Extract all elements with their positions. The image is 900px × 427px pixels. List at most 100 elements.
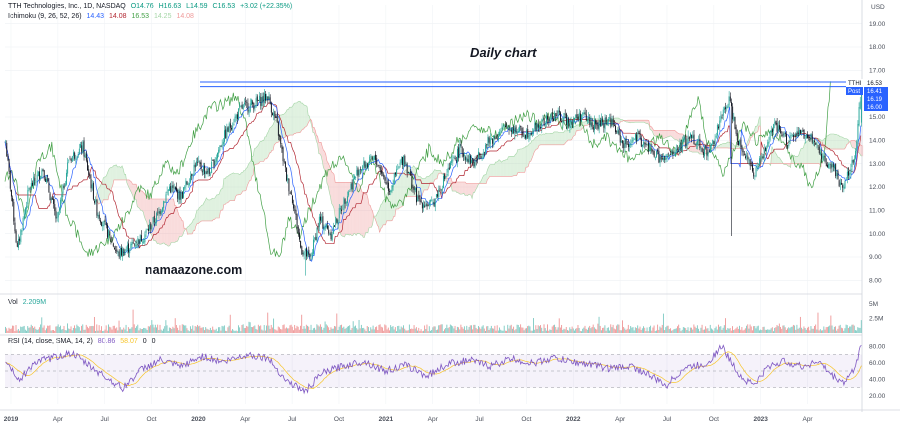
candle-body: [697, 140, 698, 145]
volume-bar: [755, 328, 757, 333]
candle-body: [205, 171, 207, 174]
candle-body: [416, 187, 417, 203]
volume-bar: [145, 328, 147, 333]
kumo-segment: [637, 120, 639, 123]
kumo-segment: [329, 165, 331, 198]
kumo-segment: [547, 133, 549, 145]
volume-bar: [225, 330, 227, 333]
volume-bar: [771, 327, 773, 333]
candle-body: [519, 126, 521, 132]
post-price-tag-label: Post: [848, 89, 860, 95]
kumo-segment: [174, 205, 176, 243]
volume-bar: [812, 328, 814, 333]
candle-body: [89, 174, 91, 179]
candle-body: [116, 249, 118, 253]
candle-body: [170, 186, 172, 193]
volume-bar: [722, 327, 724, 333]
volume-bar: [110, 327, 112, 333]
volume-bar: [413, 325, 415, 333]
volume-bar: [646, 327, 648, 333]
volume-bar: [140, 329, 142, 333]
candle-body: [639, 133, 641, 138]
volume-bar: [839, 324, 841, 333]
volume-bar: [51, 330, 53, 333]
kumo-segment: [104, 176, 106, 200]
kumo-segment: [838, 135, 840, 150]
volume-bar: [261, 329, 263, 333]
volume-bar: [303, 326, 305, 333]
candle-body: [42, 169, 44, 171]
time-axis[interactable]: 2019 Apr Jul Oct 2020 Apr Jul Oct 2021 Apr Jul Oct 2…: [4, 416, 814, 423]
candle-body: [567, 119, 569, 126]
volume-bar: [585, 328, 587, 333]
candle-body: [236, 114, 238, 120]
volume-bar: [357, 329, 359, 333]
candle-body: [69, 158, 71, 160]
kumo-segment: [500, 160, 502, 177]
volume-bar: [426, 324, 428, 333]
candle-body: [828, 164, 830, 168]
candle-body: [194, 164, 196, 168]
kumo-segment: [470, 183, 473, 199]
candle-body: [50, 198, 52, 201]
kumo-segment: [535, 136, 537, 151]
price-axis[interactable]: USD19.0018.0017.0015.0014.0013.0012.0011…: [869, 4, 886, 400]
kumo-segment: [650, 126, 652, 131]
volume-bar: [794, 325, 796, 333]
candle-body: [242, 104, 244, 110]
volume-bar: [806, 327, 808, 333]
volume-bar: [714, 328, 716, 333]
candle-body: [329, 233, 331, 236]
kumo-segment: [517, 149, 519, 173]
ichimoku-legend[interactable]: Ichimoku (9, 26, 52, 26) 14.43 14.08 16.…: [8, 13, 197, 20]
volume-bar: [230, 330, 232, 333]
volume-bar: [756, 326, 758, 333]
candle-body: [631, 140, 633, 144]
change-value: +3.02 (+22.35%): [240, 3, 293, 10]
volume-bar: [784, 327, 786, 333]
candle-body: [375, 154, 377, 160]
volume-bar: [241, 325, 243, 333]
kumo-segment: [314, 127, 316, 137]
candle-body: [624, 138, 626, 148]
volume-bar: [360, 324, 362, 333]
candle-body: [124, 250, 126, 256]
candle-body: [322, 216, 324, 229]
kumo-segment: [832, 134, 834, 150]
volume-bar: [720, 326, 722, 333]
kumo-segment: [817, 138, 819, 164]
volume-bar: [75, 328, 77, 333]
kumo-segment: [557, 131, 559, 145]
volume-bar: [840, 327, 842, 333]
candle-body: [640, 138, 642, 147]
volume-bar: [598, 316, 600, 333]
symbol-name[interactable]: TTH Technologies, Inc., 1D, NASDAQ: [8, 3, 126, 10]
candle-body: [384, 176, 386, 181]
candle-body: [702, 151, 704, 155]
kumo-segment: [214, 196, 216, 220]
kumo-segment: [428, 175, 430, 187]
candle-body: [455, 160, 457, 162]
volume-bar: [845, 324, 847, 333]
kumo-segment: [823, 138, 825, 149]
volume-bar: [636, 328, 637, 333]
candle-body: [857, 123, 859, 142]
candle-body: [787, 145, 789, 146]
candle-body: [207, 168, 209, 173]
kumo-segment: [110, 167, 112, 194]
candle-body: [231, 128, 233, 130]
candle-body: [678, 151, 680, 152]
kumo-segment: [806, 140, 809, 164]
kumo-segment: [799, 148, 802, 164]
candle-body: [450, 162, 451, 169]
rsi-legend[interactable]: RSI (14, close, SMA, 14, 2) 80.86 58.07 …: [8, 338, 159, 345]
candle-body: [644, 143, 646, 144]
rsi-tick-label: 40.00: [869, 376, 886, 383]
kumo-segment: [221, 188, 223, 211]
volume-legend[interactable]: Vol 2.209M: [8, 299, 49, 306]
volume-bar: [785, 329, 787, 333]
candle-body: [534, 123, 536, 130]
volume-bar: [691, 327, 693, 333]
